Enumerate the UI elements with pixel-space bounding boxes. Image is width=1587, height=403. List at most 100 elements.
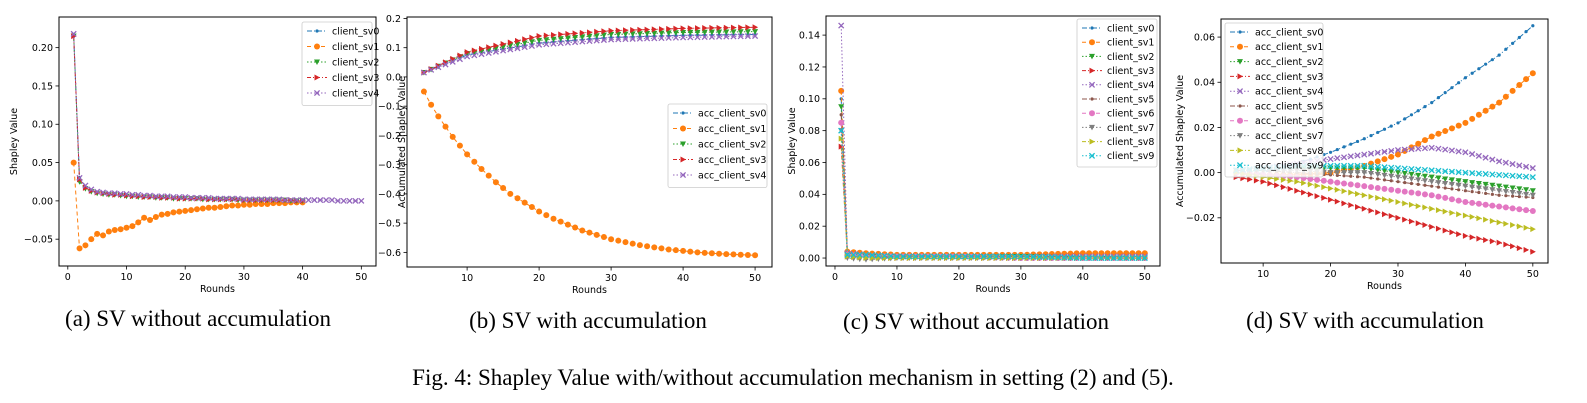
panel-caption: (d) SV with accumulation <box>1246 308 1484 333</box>
data-point <box>1327 156 1334 163</box>
legend-marker <box>1238 30 1242 34</box>
x-tick-label: 50 <box>1527 269 1539 280</box>
data-point <box>1402 200 1408 207</box>
data-point <box>182 195 189 202</box>
plot-frame <box>1220 18 1549 264</box>
data-point <box>912 253 919 260</box>
data-point <box>123 190 130 198</box>
data-point <box>199 205 206 212</box>
data-point <box>1294 178 1300 185</box>
data-point <box>464 49 471 56</box>
data-point <box>1347 170 1354 176</box>
data-point <box>1328 185 1334 192</box>
data-point <box>1510 222 1516 229</box>
data-point <box>1489 238 1496 245</box>
data-point <box>471 52 478 59</box>
y-tick-label: 0.04 <box>1194 78 1215 89</box>
data-point <box>1503 220 1509 227</box>
data-point <box>838 104 845 110</box>
data-point <box>165 194 171 201</box>
data-point <box>112 191 118 198</box>
data-point <box>1496 203 1503 210</box>
data-point <box>1354 170 1361 176</box>
data-point <box>1482 107 1489 114</box>
data-point <box>1341 170 1348 176</box>
legend-marker <box>680 141 686 147</box>
data-point <box>1401 146 1408 153</box>
data-point <box>968 255 975 262</box>
data-point <box>572 30 579 37</box>
data-point <box>270 196 277 203</box>
series-group <box>838 22 1148 263</box>
data-point <box>1368 171 1375 177</box>
data-point <box>557 218 564 225</box>
data-point <box>258 196 265 203</box>
data-point <box>1496 219 1503 226</box>
data-point <box>1030 253 1037 260</box>
data-point <box>1247 176 1253 183</box>
data-point <box>528 204 535 211</box>
data-point <box>492 179 499 186</box>
y-tick-label: 0.00 <box>32 196 53 207</box>
data-point <box>1381 168 1388 174</box>
data-point <box>1475 111 1482 118</box>
data-point <box>1517 35 1521 40</box>
data-point <box>1048 254 1055 261</box>
data-point <box>557 36 564 42</box>
data-point <box>1502 184 1509 191</box>
data-point <box>352 197 359 204</box>
chart-panel-1: 0 10 20 30 40 50 −0.05 0.00 0.05 0.10 0.15 0.20 Roun… <box>9 16 379 331</box>
data-point <box>1524 30 1528 34</box>
data-point <box>1328 196 1334 203</box>
data-point <box>1516 206 1523 213</box>
data-point <box>543 212 550 219</box>
data-point <box>723 251 730 258</box>
data-point <box>235 202 242 209</box>
series-line-client_sv0 <box>73 36 303 202</box>
data-point <box>557 40 564 47</box>
y-tick-label: −0.6 <box>378 248 401 259</box>
data-point <box>1403 117 1407 121</box>
data-point <box>164 193 171 200</box>
legend-box <box>1224 22 1324 178</box>
data-point <box>680 247 687 254</box>
data-point <box>1382 127 1387 131</box>
legend: acc_client_sv0 acc_client_sv1 acc_client_s… <box>1224 22 1324 178</box>
data-point <box>141 192 148 199</box>
data-point <box>1361 162 1368 169</box>
data-point <box>1476 215 1482 222</box>
data-point <box>1475 152 1482 159</box>
data-point <box>1347 181 1354 188</box>
data-point <box>1327 170 1334 176</box>
data-point <box>276 196 283 203</box>
data-point <box>558 31 564 38</box>
data-point <box>608 236 615 243</box>
data-point <box>1362 137 1366 141</box>
data-point <box>1354 162 1361 169</box>
data-point <box>1435 175 1442 182</box>
data-point <box>1394 170 1401 176</box>
data-point <box>500 41 507 48</box>
x-tick-label: 20 <box>1325 269 1337 280</box>
data-point <box>1017 253 1024 260</box>
data-point <box>1509 87 1516 94</box>
data-point <box>1482 186 1489 192</box>
data-point <box>1510 243 1516 250</box>
data-point <box>1355 203 1361 210</box>
legend-label: acc_client_sv2 <box>698 139 766 150</box>
data-point <box>1455 182 1462 189</box>
legend-marker <box>1089 124 1095 131</box>
data-point <box>82 182 89 189</box>
data-point <box>536 208 543 215</box>
data-point <box>1483 216 1489 223</box>
data-point <box>1516 223 1523 230</box>
legend-label: client_sv7 <box>1107 123 1154 134</box>
legend-label: acc_client_sv0 <box>698 108 766 119</box>
data-point <box>117 190 124 198</box>
data-point <box>1403 180 1407 185</box>
panel-caption: (b) SV with accumulation <box>469 308 707 333</box>
x-tick-label: 0 <box>832 272 838 283</box>
data-point <box>1368 184 1375 191</box>
x-axis-label: Rounds <box>975 284 1010 295</box>
data-point <box>1442 176 1449 182</box>
